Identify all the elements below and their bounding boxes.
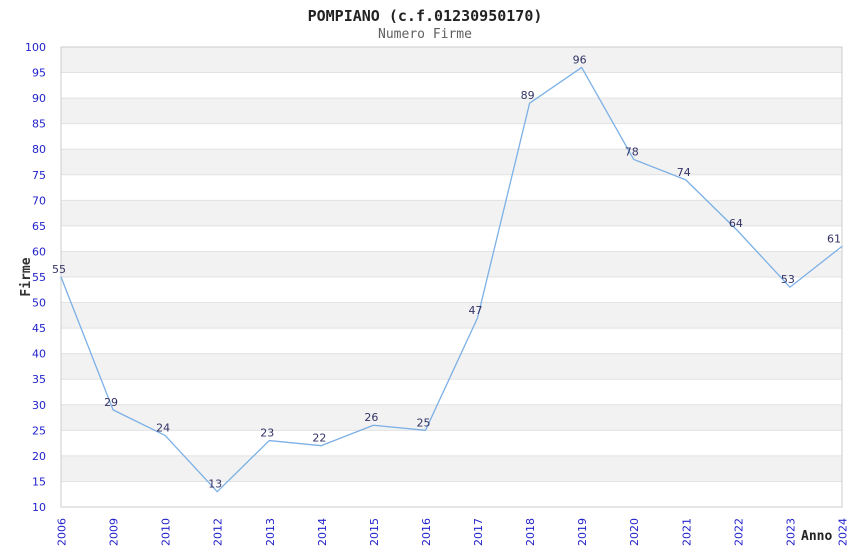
- data-label: 89: [521, 89, 535, 102]
- data-label: 74: [677, 166, 691, 179]
- y-tick-label: 50: [32, 297, 46, 310]
- x-tick-label: 2013: [264, 518, 277, 546]
- y-tick-label: 10: [32, 501, 46, 514]
- plot-band: [61, 302, 842, 329]
- y-tick-label: 55: [32, 271, 46, 284]
- data-line: [60, 66, 843, 493]
- data-label: 25: [416, 416, 430, 429]
- x-tick-label: 2018: [524, 518, 537, 546]
- chart-subtitle: Numero Firme: [378, 27, 472, 42]
- y-tick-label: 75: [32, 169, 46, 182]
- x-tick-label: 2024: [837, 518, 850, 546]
- y-tick-label: 95: [32, 67, 46, 80]
- x-tick-label: 2012: [212, 518, 225, 546]
- y-tick-label: 60: [32, 245, 46, 258]
- x-tick-label: 2019: [576, 518, 589, 546]
- data-label: 78: [625, 145, 639, 158]
- y-tick-label: 15: [32, 475, 46, 488]
- x-tick-label: 2022: [732, 518, 745, 546]
- x-tick-label: 2014: [316, 518, 329, 546]
- plot-band: [61, 149, 842, 175]
- y-tick-label: 85: [32, 118, 46, 131]
- y-tick-label: 40: [32, 348, 46, 361]
- data-label: 22: [312, 432, 326, 445]
- plot-band: [61, 404, 842, 431]
- plot-band: [61, 455, 842, 482]
- data-label: 13: [208, 478, 222, 491]
- x-tick-label: 2006: [56, 518, 69, 546]
- data-label: 24: [156, 421, 170, 434]
- data-label: 26: [364, 411, 378, 424]
- plot-band: [61, 98, 842, 124]
- data-label: 53: [781, 273, 795, 286]
- x-tick-label: 2010: [160, 518, 173, 546]
- plot-band: [61, 251, 842, 277]
- data-label: 61: [827, 232, 841, 245]
- y-tick-label: 30: [32, 399, 46, 412]
- x-tick-label: 2017: [472, 518, 485, 546]
- x-tick-label: 2023: [784, 518, 797, 546]
- data-label: 23: [260, 427, 274, 440]
- y-axis-title: Firme: [19, 257, 34, 297]
- x-tick-label: 2015: [368, 518, 381, 546]
- x-tick-label: 2016: [420, 518, 433, 546]
- x-tick-label: 2021: [680, 518, 693, 546]
- chart-title: POMPIANO (c.f.01230950170): [307, 7, 543, 25]
- data-label: 29: [104, 396, 118, 409]
- y-tick-label: 100: [25, 41, 46, 54]
- y-tick-label: 35: [32, 373, 46, 386]
- y-tick-label: 80: [32, 143, 46, 156]
- x-tick-label: 2009: [108, 518, 121, 546]
- plot-band: [61, 200, 842, 226]
- x-tick-label: 2020: [628, 518, 641, 546]
- x-axis-title: Anno: [801, 529, 833, 544]
- y-tick-label: 25: [32, 424, 46, 437]
- data-label: 64: [729, 217, 743, 230]
- y-tick-label: 65: [32, 220, 46, 233]
- y-tick-label: 45: [32, 322, 46, 335]
- data-label: 47: [469, 304, 483, 317]
- plot-band: [61, 47, 842, 73]
- data-label: 55: [52, 263, 66, 276]
- y-tick-label: 70: [32, 194, 46, 207]
- data-label: 96: [573, 53, 587, 66]
- y-tick-label: 20: [32, 450, 46, 463]
- y-tick-label: 90: [32, 92, 46, 105]
